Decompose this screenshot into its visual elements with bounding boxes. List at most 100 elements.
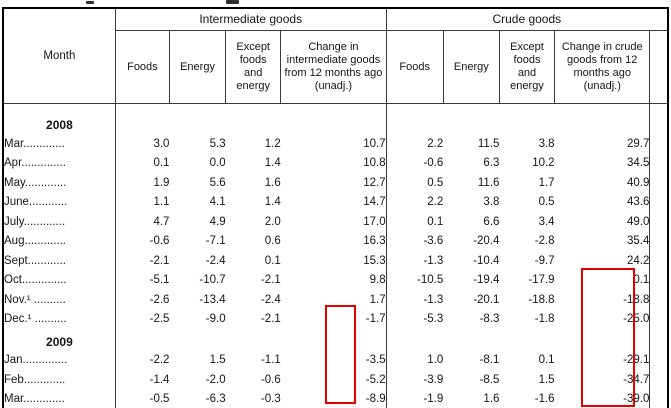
value-cell: 10.2 [532, 157, 555, 170]
month-label: July............. [3, 212, 116, 232]
value-cell: -2.0 [205, 373, 226, 386]
table-row: Jan.............. -2.2 1.5 -1.1 -3.5 1.0 -8.1 0… [3, 350, 668, 370]
value-cell: -39.0 [554, 389, 651, 408]
month-column-header: Month [3, 8, 116, 104]
value-cell: -17.9 [528, 274, 555, 287]
year-label: 2008 [3, 103, 116, 134]
value-cell: -9.7 [534, 254, 555, 267]
value-cell: 0.5 [427, 176, 444, 189]
empty-cell [226, 104, 281, 135]
value-cell: -1.7 [280, 309, 387, 329]
value-cell: 4.9 [209, 215, 226, 228]
empty-cell [499, 104, 554, 135]
value-cell: -10.5 [417, 274, 444, 287]
empty-cell [650, 193, 668, 213]
value-cell: -29.1 [554, 350, 651, 370]
empty-cell [386, 329, 443, 351]
value-cell: -2.8 [534, 235, 555, 248]
empty-cell [280, 103, 387, 134]
value-cell: 14.7 [280, 192, 387, 212]
value-cell: 0.1 [427, 215, 444, 228]
value-cell: 3.8 [483, 196, 500, 209]
value-cell: -1.6 [534, 393, 555, 406]
col-header-crude-change: Change in crude goods from 12 months ago… [554, 30, 651, 104]
empty-cell [554, 103, 651, 134]
empty-cell [115, 104, 169, 135]
table-row: Feb............. -1.4 -2.0 -0.6 -5.2 -3.9 -8.5… [3, 370, 668, 390]
empty-cell [169, 104, 225, 135]
scan-artifact [86, 1, 94, 4]
month-label: Sept............ [3, 251, 116, 271]
value-cell: 1.5 [538, 373, 555, 386]
empty-cell [115, 329, 169, 351]
value-cell: -2.1 [260, 313, 281, 326]
value-cell: 34.5 [554, 153, 651, 173]
value-cell: 0.1 [264, 254, 281, 267]
value-cell: -1.3 [423, 254, 444, 267]
col-header-intermediate-energy: Energy [168, 30, 227, 104]
empty-cell [650, 251, 668, 271]
empty-cell [650, 310, 668, 330]
empty-cell [226, 329, 281, 351]
value-cell: -13.4 [199, 293, 226, 306]
month-label: June............ [3, 192, 116, 212]
empty-cell [650, 173, 668, 193]
table-row: Aug............. -0.6 -7.1 0.6 16.3 -3.6 -20.4… [3, 231, 668, 251]
value-cell: -7.1 [205, 235, 226, 248]
value-cell: 3.8 [538, 137, 555, 150]
value-cell: 6.6 [483, 215, 500, 228]
value-cell: -0.6 [423, 157, 444, 170]
scan-artifact [226, 0, 239, 4]
value-cell: -0.6 [149, 235, 170, 248]
value-cell: 1.1 [153, 196, 170, 209]
value-cell: 2.0 [264, 215, 281, 228]
empty-cell [650, 370, 668, 390]
value-cell: 1.9 [153, 176, 170, 189]
value-cell: 11.5 [477, 137, 500, 150]
value-cell: -10.7 [199, 274, 226, 287]
empty-cell [650, 134, 668, 154]
value-cell: -1.8 [534, 313, 555, 326]
col-header-intermediate-foods: Foods [114, 30, 170, 104]
year-row: 2009 [3, 329, 668, 351]
ppi-stage-of-processing-table: Month Intermediate goods Crude goods Foo… [2, 7, 669, 408]
empty-cell [650, 329, 668, 351]
value-cell: 43.6 [554, 192, 651, 212]
value-cell: -18.8 [554, 290, 651, 310]
value-cell: 0.6 [264, 235, 281, 248]
value-cell: -25.0 [554, 309, 651, 329]
year-label: 2009 [3, 329, 116, 351]
value-cell: 15.3 [280, 251, 387, 271]
value-cell: -19.4 [473, 274, 500, 287]
table-row: Apr.............. 0.1 0.0 1.4 10.8 -0.6 6.3 10.… [3, 153, 668, 173]
value-cell: 1.4 [264, 196, 281, 209]
empty-cell [443, 329, 499, 351]
value-cell: -2.1 [149, 254, 170, 267]
sub-header-row: Foods Energy Except foods and energy Cha… [3, 30, 668, 104]
empty-cell [280, 329, 387, 351]
month-label: Apr.............. [3, 153, 116, 173]
month-label: Aug............. [3, 231, 116, 251]
value-cell: 3.4 [538, 215, 555, 228]
month-label: Mar............. [3, 389, 116, 408]
table-body: 2008 Mar............. 3.0 5.3 1.2 10.7 2.2 11.5… [3, 103, 668, 408]
value-cell: -1.3 [423, 293, 444, 306]
value-cell: -20.1 [473, 293, 500, 306]
table-row: May............. 1.9 5.6 1.6 12.7 0.5 11.6 1.7 4… [3, 173, 668, 193]
value-cell: -3.5 [280, 350, 387, 370]
table-row: Sept............ -2.1 -2.4 0.1 15.3 -1.3 -10.4… [3, 251, 668, 271]
value-cell: 4.7 [153, 215, 170, 228]
value-cell: -2.4 [205, 254, 226, 267]
value-cell: 0.5 [538, 196, 555, 209]
table-row: Nov.¹ .......... -2.6 -13.4 -2.4 1.7 -1.3 -20.… [3, 290, 668, 310]
empty-cell [499, 329, 554, 351]
spacer-column-header [649, 30, 668, 104]
col-header-intermediate-change: Change in intermediate goods from 12 mon… [280, 30, 387, 104]
value-cell: -1.1 [260, 354, 281, 367]
col-header-crude-except: Except foods and energy [498, 30, 556, 104]
value-cell: 49.0 [554, 212, 651, 232]
value-cell: -8.3 [479, 313, 500, 326]
value-cell: -1.4 [149, 373, 170, 386]
value-cell: 11.6 [477, 176, 500, 189]
